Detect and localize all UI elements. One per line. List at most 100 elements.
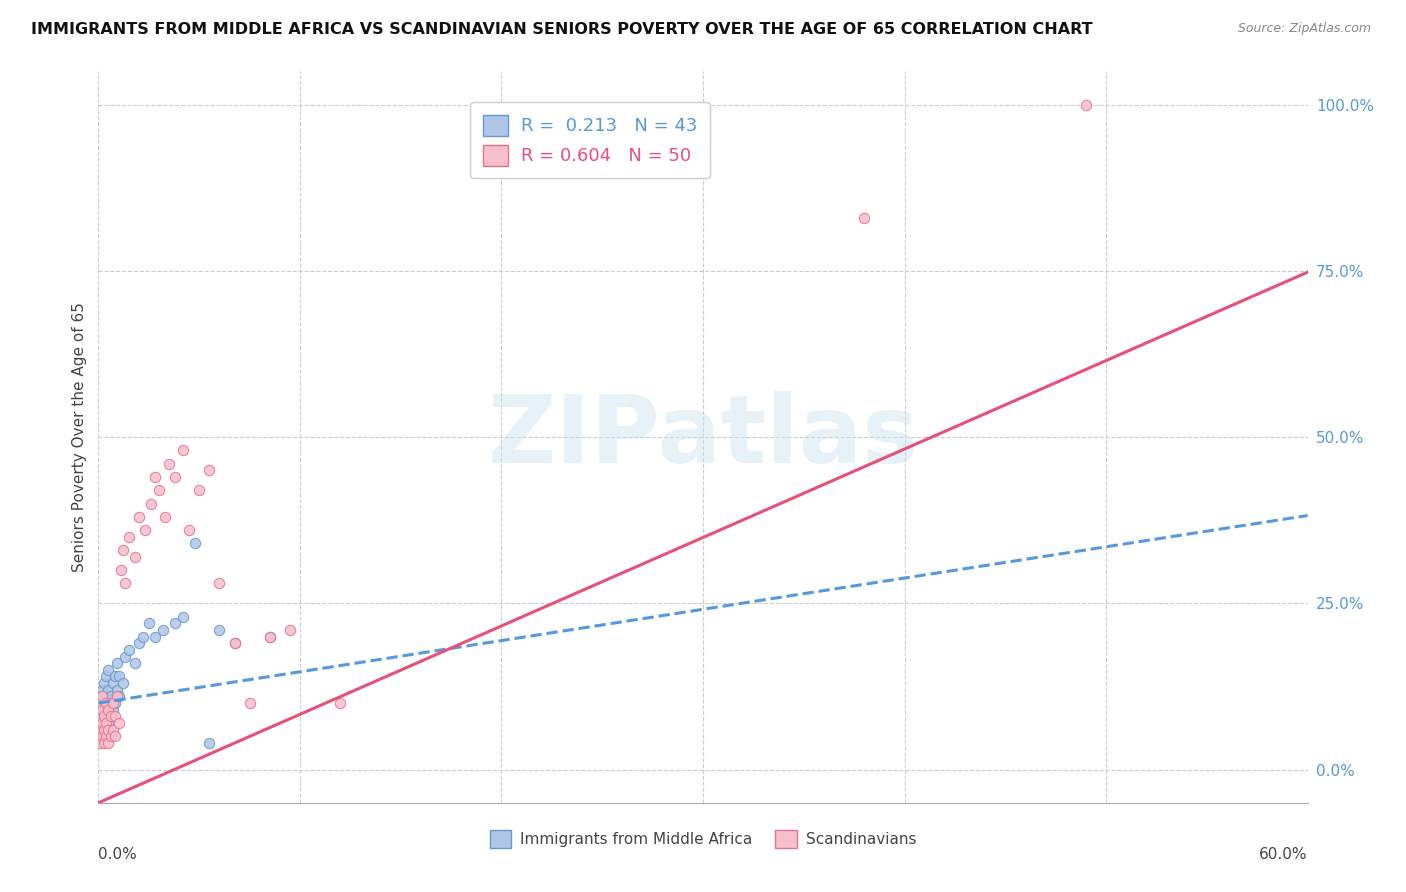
Text: IMMIGRANTS FROM MIDDLE AFRICA VS SCANDINAVIAN SENIORS POVERTY OVER THE AGE OF 65: IMMIGRANTS FROM MIDDLE AFRICA VS SCANDIN… <box>31 22 1092 37</box>
Point <box>101 703 124 717</box>
Point <box>132 630 155 644</box>
Point <box>172 443 194 458</box>
Point <box>259 630 281 644</box>
Text: ZIPatlas: ZIPatlas <box>488 391 918 483</box>
Point <box>93 676 115 690</box>
Point <box>97 703 120 717</box>
Point <box>153 509 176 524</box>
Point <box>224 636 246 650</box>
Legend: Immigrants from Middle Africa, Scandinavians: Immigrants from Middle Africa, Scandinav… <box>484 824 922 854</box>
Point <box>91 703 114 717</box>
Point <box>89 729 111 743</box>
Point <box>93 716 115 731</box>
Point <box>101 696 124 710</box>
Point <box>91 723 114 737</box>
Point <box>93 723 115 737</box>
Point <box>107 690 129 704</box>
Point <box>148 483 170 498</box>
Point <box>89 736 111 750</box>
Point <box>124 656 146 670</box>
Text: 60.0%: 60.0% <box>1260 847 1308 862</box>
Point <box>103 669 125 683</box>
Point <box>329 696 352 710</box>
Point <box>97 736 120 750</box>
Point <box>107 669 129 683</box>
Point <box>96 696 118 710</box>
Point <box>97 682 120 697</box>
Point <box>101 723 124 737</box>
Point <box>91 716 114 731</box>
Point <box>89 709 111 723</box>
Point <box>96 690 118 704</box>
Point <box>100 729 122 743</box>
Point <box>97 723 120 737</box>
Point <box>853 211 876 225</box>
Point <box>184 536 207 550</box>
Point <box>208 576 231 591</box>
Point <box>188 483 211 498</box>
Point <box>278 623 301 637</box>
Point <box>143 630 166 644</box>
Point <box>89 696 111 710</box>
Point <box>138 616 160 631</box>
Point <box>93 736 115 750</box>
Point <box>89 723 111 737</box>
Point <box>89 709 111 723</box>
Point <box>143 470 166 484</box>
Point <box>93 696 115 710</box>
Point <box>105 690 128 704</box>
Point <box>96 716 118 731</box>
Point <box>1074 97 1097 112</box>
Point <box>110 563 132 577</box>
Point <box>103 729 125 743</box>
Point <box>100 709 122 723</box>
Point <box>259 630 281 644</box>
Point <box>96 669 118 683</box>
Point <box>172 609 194 624</box>
Point <box>101 676 124 690</box>
Point <box>179 523 201 537</box>
Point <box>91 690 114 704</box>
Point <box>128 636 150 650</box>
Point <box>91 703 114 717</box>
Point <box>111 676 134 690</box>
Point <box>118 643 141 657</box>
Point <box>134 523 156 537</box>
Point <box>124 549 146 564</box>
Point <box>89 696 111 710</box>
Point <box>91 682 114 697</box>
Point <box>152 623 174 637</box>
Point <box>100 709 122 723</box>
Point <box>139 497 162 511</box>
Point <box>91 729 114 743</box>
Point <box>96 729 118 743</box>
Point <box>97 716 120 731</box>
Point <box>163 470 186 484</box>
Point <box>114 576 136 591</box>
Point <box>93 709 115 723</box>
Point <box>224 636 246 650</box>
Point <box>91 690 114 704</box>
Point <box>111 543 134 558</box>
Point <box>157 457 180 471</box>
Point <box>114 649 136 664</box>
Point <box>105 682 128 697</box>
Point <box>105 656 128 670</box>
Text: 0.0%: 0.0% <box>98 847 138 862</box>
Y-axis label: Seniors Poverty Over the Age of 65: Seniors Poverty Over the Age of 65 <box>72 302 87 572</box>
Text: Source: ZipAtlas.com: Source: ZipAtlas.com <box>1237 22 1371 36</box>
Point <box>163 616 186 631</box>
Point <box>97 703 120 717</box>
Point <box>103 709 125 723</box>
Point <box>208 623 231 637</box>
Point <box>103 696 125 710</box>
Point <box>97 663 120 677</box>
Point <box>198 736 221 750</box>
Point <box>128 509 150 524</box>
Point <box>198 463 221 477</box>
Point <box>100 690 122 704</box>
Point <box>239 696 262 710</box>
Point <box>107 716 129 731</box>
Point <box>118 530 141 544</box>
Point <box>96 709 118 723</box>
